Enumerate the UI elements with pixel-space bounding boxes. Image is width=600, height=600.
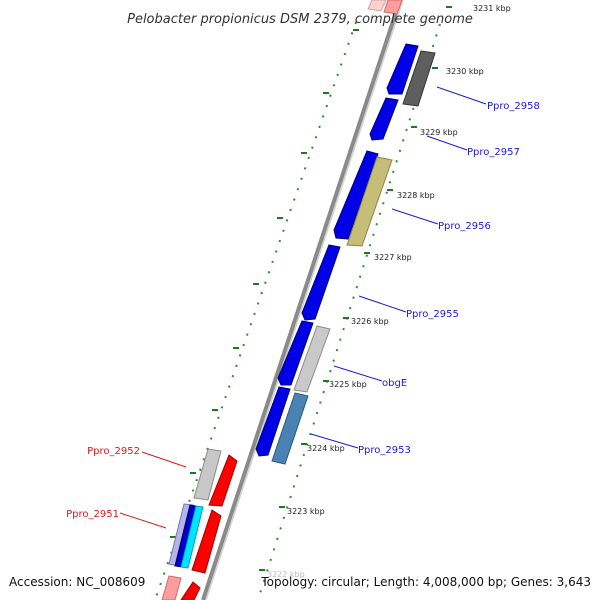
tick-label-3231: 3231 kbp <box>473 4 511 13</box>
tick-label-3227: 3227 kbp <box>374 253 412 262</box>
gene-ppro-2951-stripe-c[interactable] <box>180 505 204 569</box>
gene-label-ppro-2955[interactable]: Ppro_2955 <box>406 309 459 320</box>
tick-label-3229: 3229 kbp <box>420 128 458 137</box>
gene-top-red-a[interactable] <box>383 0 403 15</box>
gene-bottom-pink[interactable] <box>161 575 182 600</box>
gene-label-ppro-2956[interactable]: Ppro_2956 <box>438 221 491 232</box>
genome-backbone-shadow <box>205 0 404 600</box>
tick-label-3225: 3225 kbp <box>329 380 367 389</box>
genome-summary-text: Topology: circular; Length: 4,008,000 bp… <box>260 575 591 589</box>
gene-ppro-2952-arrow[interactable] <box>208 454 238 507</box>
gene-top-red-b[interactable] <box>367 0 387 12</box>
accession-text: Accession: NC_008609 <box>9 575 145 589</box>
gene-ppro-2958-arrow[interactable] <box>386 43 419 95</box>
outer-tick-marks <box>170 29 359 538</box>
gene-obge-a-arrow[interactable] <box>277 320 314 386</box>
tick-label-3224: 3224 kbp <box>307 444 345 453</box>
gene-label-ppro-2951[interactable]: Ppro_2951 <box>66 509 119 520</box>
tick-label-3228: 3228 kbp <box>397 191 435 200</box>
gene-obge-b[interactable] <box>293 325 331 393</box>
gene-label-ppro-2953[interactable]: Ppro_2953 <box>358 445 411 456</box>
tick-marks <box>259 6 452 571</box>
gene-ppro-2958-neighbor[interactable] <box>402 50 436 107</box>
tick-label-3226: 3226 kbp <box>351 317 389 326</box>
tick-label-3223: 3223 kbp <box>287 507 325 516</box>
gene-ppro-2956-a-arrow[interactable] <box>333 150 379 240</box>
gene-ppro-2952-grey[interactable] <box>193 448 222 501</box>
gene-label-ppro-2952[interactable]: Ppro_2952 <box>87 446 140 457</box>
gene-ppro-2953-a-arrow[interactable] <box>255 386 291 457</box>
gene-ppro-2957-arrow[interactable] <box>369 97 399 141</box>
gene-ppro-2955-arrow[interactable] <box>301 244 341 321</box>
gene-label-ppro-2958[interactable]: Ppro_2958 <box>487 101 540 112</box>
gene-ppro-2951-arrow[interactable] <box>191 509 222 574</box>
map-title: Pelobacter propionicus DSM 2379, complet… <box>127 12 473 27</box>
inner-ruler-ring <box>257 23 441 600</box>
gene-ppro-2953-b[interactable] <box>271 392 309 465</box>
label-leaders <box>119 86 487 529</box>
gene-label-obge[interactable]: obgE <box>382 378 407 389</box>
gene-label-ppro-2957[interactable]: Ppro_2957 <box>467 147 520 158</box>
tick-label-3230: 3230 kbp <box>446 67 484 76</box>
genome-backbone <box>201 0 402 600</box>
gene-ppro-2956-b[interactable] <box>346 156 393 247</box>
gene-bottom-red-arrow[interactable] <box>180 581 201 600</box>
tick-label-3222: 3222 kbp <box>267 570 305 579</box>
